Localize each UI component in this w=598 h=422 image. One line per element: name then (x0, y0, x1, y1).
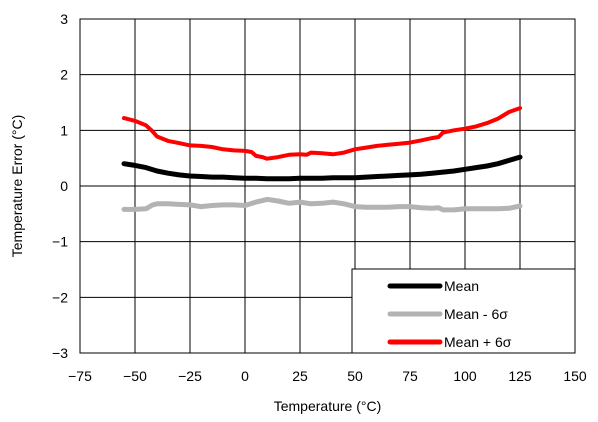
legend-label-2: Mean - 6σ (444, 306, 508, 322)
y-tick-label: −1 (52, 234, 68, 250)
x-tick-labels: −75 −50 −25 0 25 50 75 100 125 150 (68, 368, 587, 384)
x-tick-label: 25 (292, 368, 308, 384)
x-tick-label: −50 (123, 368, 147, 384)
x-tick-label: −25 (178, 368, 202, 384)
x-tick-label: 100 (453, 368, 477, 384)
y-tick-label: −2 (52, 289, 68, 305)
x-tick-label: 125 (508, 368, 532, 384)
legend: Mean Mean - 6σ Mean + 6σ (351, 268, 576, 354)
series-line-1 (121, 154, 523, 182)
x-tick-label: 150 (563, 368, 587, 384)
legend-label-1: Mean (444, 278, 479, 294)
y-tick-label: 3 (60, 11, 68, 27)
y-tick-label: 2 (60, 67, 68, 83)
x-tick-label: 0 (241, 368, 249, 384)
series-line-2 (121, 196, 523, 213)
y-axis-label: Temperature Error (°C) (9, 115, 25, 258)
y-tick-label: 1 (60, 122, 68, 138)
legend-label-3: Mean + 6σ (444, 334, 512, 350)
x-tick-label: −75 (68, 368, 92, 384)
x-axis-label: Temperature (°C) (274, 398, 382, 414)
legend-box (351, 268, 576, 354)
y-tick-label: −3 (52, 345, 68, 361)
plot-area-frame (79, 18, 576, 354)
series-line-3 (122, 106, 522, 161)
x-tick-label: 50 (347, 368, 363, 384)
y-tick-labels: −3 −2 −1 0 1 2 3 (52, 11, 68, 361)
y-tick-label: 0 (60, 178, 68, 194)
series-lines (121, 106, 523, 213)
x-tick-label: 75 (402, 368, 418, 384)
